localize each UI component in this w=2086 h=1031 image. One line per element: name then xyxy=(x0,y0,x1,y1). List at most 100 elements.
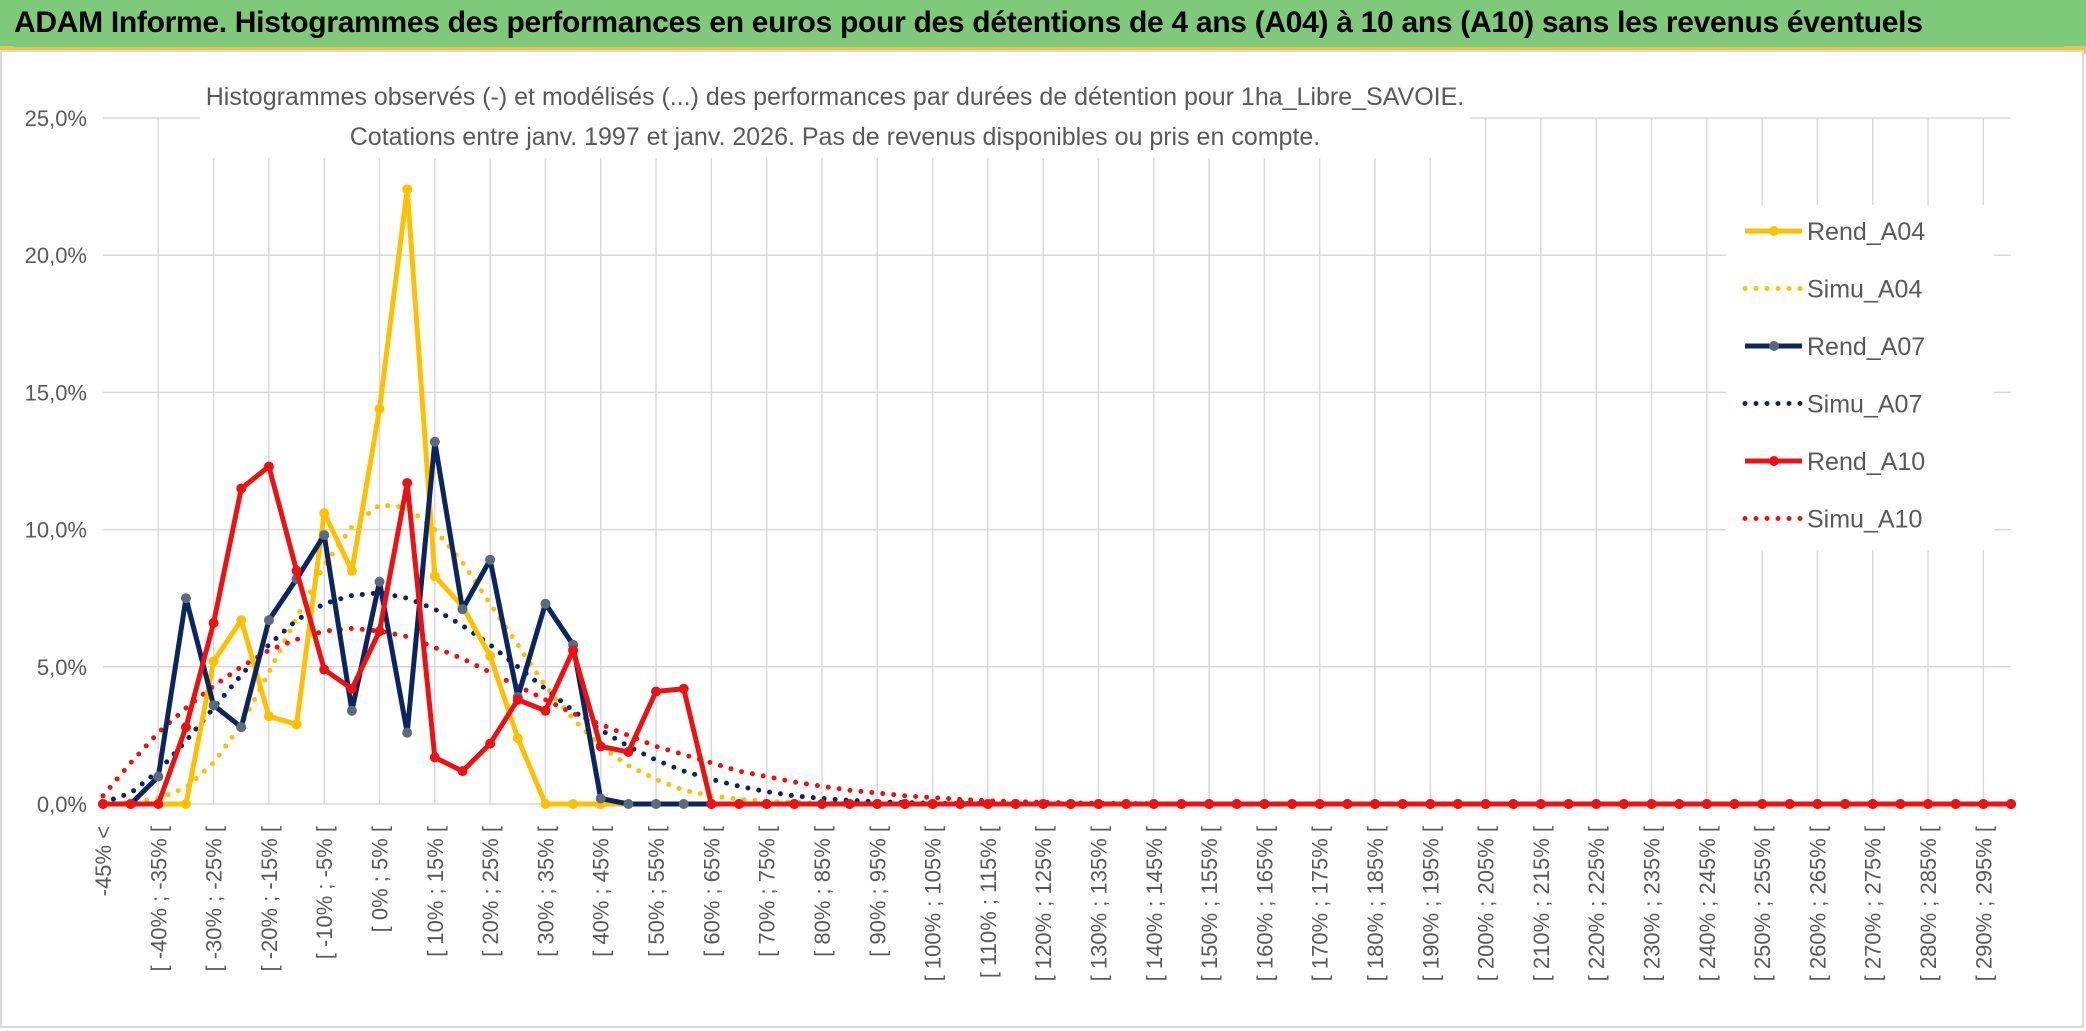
point-rend-a10 xyxy=(568,645,579,656)
report-title: ADAM Informe. Histogrammes des performan… xyxy=(14,6,1923,39)
legend-label: Rend_A10 xyxy=(1807,448,1925,476)
y-tick-label: 10,0% xyxy=(25,518,87,543)
point-rend-a10 xyxy=(1812,799,1823,809)
line-simu-a10 xyxy=(100,625,2014,807)
point-rend-a04 xyxy=(208,656,219,667)
point-rend-a10 xyxy=(1950,799,1961,809)
point-rend-a10 xyxy=(1618,799,1629,809)
y-tick-label: 0,0% xyxy=(37,792,87,817)
legend-label: Simu_A04 xyxy=(1807,276,1922,304)
legend-entry-simu-a10: Simu_A10 xyxy=(1742,506,1922,534)
point-rend-a10 xyxy=(1563,799,1574,809)
point-rend-a10 xyxy=(1010,799,1021,809)
point-rend-a10 xyxy=(1397,799,1408,809)
legend-marker xyxy=(1769,226,1779,236)
point-rend-a10 xyxy=(623,746,634,757)
point-rend-a04 xyxy=(512,733,523,744)
legend-label: Simu_A10 xyxy=(1807,506,1922,534)
point-rend-a10 xyxy=(2006,799,2016,809)
point-rend-a10 xyxy=(153,799,164,809)
point-rend-a10 xyxy=(1259,799,1270,809)
point-rend-a10 xyxy=(1923,799,1934,809)
point-rend-a10 xyxy=(263,461,274,472)
point-rend-a10 xyxy=(1508,799,1519,809)
point-rend-a10 xyxy=(1701,799,1712,809)
x-tick-label: [ 260% ; 265% [ xyxy=(1805,826,1830,981)
point-rend-a10 xyxy=(1646,799,1657,809)
point-rend-a07 xyxy=(346,705,357,716)
point-rend-a10 xyxy=(1121,799,1132,809)
x-tick-label: [ -10% ; -5% [ xyxy=(312,826,337,959)
x-tick-label: [ 220% ; 225% [ xyxy=(1584,826,1609,981)
point-rend-a04 xyxy=(485,650,496,661)
x-tick-label: [ 190% ; 195% [ xyxy=(1418,826,1443,981)
point-rend-a07 xyxy=(429,436,440,447)
point-rend-a10 xyxy=(1784,799,1795,809)
point-rend-a04 xyxy=(319,508,330,519)
x-tick-label: [ 170% ; 175% [ xyxy=(1308,826,1333,981)
point-rend-a07 xyxy=(236,722,247,733)
point-rend-a10 xyxy=(1452,799,1463,809)
point-rend-a10 xyxy=(789,799,800,809)
y-tick-label: 20,0% xyxy=(25,243,87,268)
report-banner: ADAM Informe. Histogrammes des performan… xyxy=(0,0,2086,50)
point-rend-a10 xyxy=(816,799,827,809)
point-rend-a10 xyxy=(1176,799,1187,809)
point-rend-a10 xyxy=(844,799,855,809)
point-rend-a04 xyxy=(180,799,191,809)
point-rend-a10 xyxy=(1674,799,1685,809)
x-tick-label: [ 210% ; 215% [ xyxy=(1529,826,1554,981)
legend-entry-simu-a07: Simu_A07 xyxy=(1742,391,1922,419)
x-tick-label: [ -40% ; -35% [ xyxy=(146,826,171,972)
series-simu-a04 xyxy=(100,502,2014,807)
x-tick-label: [ 0% ; 5% [ xyxy=(368,826,393,932)
point-rend-a10 xyxy=(1978,799,1989,809)
x-tick-label: [ 100% ; 105% [ xyxy=(921,826,946,981)
legend-marker xyxy=(1769,341,1779,351)
point-rend-a10 xyxy=(402,477,413,488)
x-tick-label: [ -30% ; -25% [ xyxy=(202,826,227,972)
point-rend-a10 xyxy=(982,799,993,809)
y-axis: 0,0% 5,0% 10,0% 15,0% 20,0% 25,0% xyxy=(25,106,87,817)
point-rend-a10 xyxy=(125,799,136,809)
line-rend-a07 xyxy=(103,439,2011,807)
point-rend-a07 xyxy=(595,793,606,804)
x-tick-label: [ 150% ; 155% [ xyxy=(1197,826,1222,981)
x-tick-label: [ 120% ; 125% [ xyxy=(1031,826,1056,981)
point-rend-a10 xyxy=(872,799,883,809)
legend-entry-rend-a04: Rend_A04 xyxy=(1745,218,1925,246)
line-simu-a04 xyxy=(100,502,2014,807)
point-rend-a07 xyxy=(263,615,274,626)
point-rend-a10 xyxy=(678,683,689,694)
point-rend-a10 xyxy=(1287,799,1298,809)
point-rend-a10 xyxy=(429,752,440,763)
x-tick-label: [ 200% ; 205% [ xyxy=(1474,826,1499,981)
x-tick-label: [ 230% ; 235% [ xyxy=(1640,826,1665,981)
point-rend-a04 xyxy=(568,799,579,809)
point-rend-a10 xyxy=(1093,799,1104,809)
point-rend-a07 xyxy=(208,700,219,711)
point-rend-a10 xyxy=(734,799,744,809)
x-tick-label: [ 80% ; 85% [ xyxy=(810,826,835,957)
point-rend-a10 xyxy=(374,626,385,637)
point-rend-a10 xyxy=(595,741,606,752)
point-rend-a04 xyxy=(402,184,413,195)
point-rend-a07 xyxy=(651,799,662,809)
x-tick-label: [ 270% ; 275% [ xyxy=(1861,826,1886,981)
x-tick-label: [ 40% ; 45% [ xyxy=(589,826,614,957)
y-tick-label: 15,0% xyxy=(25,380,87,405)
x-tick-label: [ 20% ; 25% [ xyxy=(478,826,503,957)
x-tick-label: [ 130% ; 135% [ xyxy=(1086,826,1111,981)
point-rend-a07 xyxy=(153,771,164,782)
point-rend-a10 xyxy=(1480,799,1491,809)
point-rend-a10 xyxy=(1148,799,1159,809)
point-rend-a10 xyxy=(955,799,966,809)
x-tick-label: [ 180% ; 185% [ xyxy=(1363,826,1388,981)
corner-accent-left xyxy=(0,46,14,52)
x-tick-label: [ 60% ; 65% [ xyxy=(699,826,724,957)
point-rend-a07 xyxy=(540,598,551,609)
legend-label: Rend_A07 xyxy=(1807,333,1925,361)
point-rend-a07 xyxy=(678,799,689,809)
point-rend-a10 xyxy=(1840,799,1851,809)
point-rend-a10 xyxy=(927,799,938,809)
